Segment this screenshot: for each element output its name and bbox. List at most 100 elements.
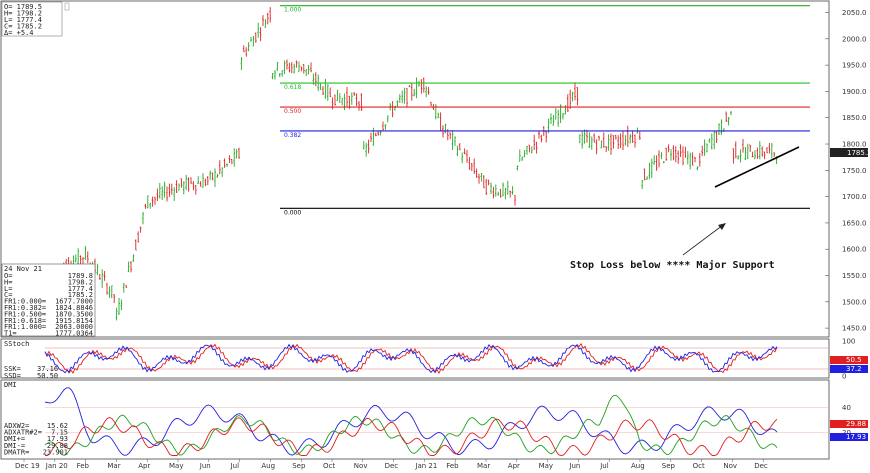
info-row-value: 1777.0364 (55, 330, 93, 338)
x-tick-label: Aug (261, 462, 275, 470)
info-row-value: 1789.8 (68, 272, 93, 280)
x-tick-label: Nov (354, 462, 368, 470)
dmi-row-value: 29.88 (47, 442, 68, 450)
dmi-row-value: 15.62 (47, 422, 68, 430)
info-row-value: 1915.8154 (55, 317, 93, 325)
price-last-label: 1785.2 (847, 149, 870, 157)
x-tick-label: Sep (662, 462, 676, 470)
dmi-row-value: 17.93 (47, 435, 68, 443)
support-trendline (714, 146, 800, 188)
y-tick-label: 1900.0 (842, 88, 867, 96)
y-tick-label: 2000.0 (842, 35, 867, 43)
x-tick-label: Apr (138, 462, 150, 470)
fib-label: 0.382 (284, 132, 301, 139)
header-low: L= 1777.4 (4, 16, 42, 24)
info-row-label: T1= (4, 330, 17, 338)
annotation-text: Stop Loss below **** Major Support (570, 259, 775, 271)
y-tick-label: 1950.0 (842, 62, 867, 70)
annotation-arrow (682, 224, 724, 256)
dmi-badge-plus (830, 433, 868, 441)
dmi-plus-line (44, 394, 778, 456)
price-last-badge (830, 148, 868, 157)
y-tick-label: 1800.0 (842, 141, 867, 149)
stoch-tick-label: 100 (842, 338, 855, 346)
stoch-title: SStoch (4, 340, 29, 348)
x-tick-label: Jun (199, 462, 211, 470)
y-tick-label: 1600.0 (842, 246, 867, 254)
x-tick-label: Apr (508, 462, 520, 470)
stoch-badge-d-text: 50.5 (846, 356, 862, 364)
info-row-label: FR1:0.618= (4, 317, 46, 325)
fib-label: 0.618 (284, 84, 301, 91)
dmi-tick-label: 40 (842, 404, 851, 412)
x-tick-label: Sep (292, 462, 306, 470)
x-tick-label: Dec 19 (15, 462, 40, 470)
dmi-minus-line (45, 417, 778, 456)
fib-label: 0.500 (284, 108, 301, 115)
stoch-badge-k (830, 365, 868, 373)
annotation-arrowhead-icon (718, 223, 726, 230)
x-tick-label: Jul (599, 462, 609, 470)
info-row-label: O= (4, 272, 12, 280)
stoch-d-value: 50.50 (37, 372, 58, 380)
y-tick-label: 2050.0 (842, 9, 867, 17)
x-tick-label: Jan 20 (45, 462, 68, 470)
dmi-title: DMI (4, 381, 17, 389)
info-row-value: 1677.7000 (55, 298, 93, 306)
stoch-k-label: SSK= (4, 365, 21, 373)
x-tick-label: Mar (477, 462, 490, 470)
dmi-badge-minus (830, 420, 868, 428)
dmi-panel (0, 379, 830, 460)
info-row-value: 1870.3500 (55, 310, 93, 318)
y-tick-label: 1700.0 (842, 193, 867, 201)
header-change: Δ= +5.4 (4, 29, 34, 37)
header-marker-icon (64, 2, 70, 11)
info-row-label: L= (4, 285, 12, 293)
x-tick-label: Jun (568, 462, 580, 470)
y-tick-label: 1500.0 (842, 298, 867, 306)
x-tick-label: May (539, 462, 553, 470)
info-row-value: 1798.2 (68, 278, 93, 286)
stoch-tick-label: 0 (842, 373, 846, 381)
y-tick-label: 1650.0 (842, 219, 867, 227)
dmi-row-value: 23.901 (43, 448, 68, 456)
x-tick-label: Oct (693, 462, 705, 470)
info-row-label: FR1:0.382= (4, 304, 46, 312)
y-tick-label: 1550.0 (842, 272, 867, 280)
info-row-value: 1785.2 (68, 291, 93, 299)
dmi-badge-plus-text: 17.93 (846, 433, 866, 441)
x-tick-label: Dec (754, 462, 768, 470)
info-row-label: H= (4, 278, 12, 286)
info-row-value: 1824.8846 (55, 304, 93, 312)
dmi-row-label: DMATR= (4, 448, 29, 456)
y-tick-label: 1450.0 (842, 325, 867, 333)
x-tick-label: Aug (631, 462, 645, 470)
header-close: C= 1785.2 (4, 23, 42, 31)
info-row-value: 1777.4 (68, 285, 93, 293)
y-tick-label: 1850.0 (842, 114, 867, 122)
x-tick-label: Jul (230, 462, 240, 470)
x-tick-label: Feb (77, 462, 90, 470)
x-tick-label: Jan 21 (414, 462, 437, 470)
header-open: O= 1789.5 (4, 3, 42, 11)
dmi-adx-line (44, 387, 778, 456)
y-tick-label: 1750.0 (842, 167, 867, 175)
x-tick-label: May (169, 462, 183, 470)
stoch-panel (0, 338, 830, 379)
dmi-row-label: ADXATR#2= (4, 429, 42, 437)
dmi-row-label: DMI-= (4, 442, 25, 450)
x-tick-label: Nov (723, 462, 737, 470)
x-tick-label: Dec (385, 462, 399, 470)
x-tick-label: Oct (323, 462, 335, 470)
info-row-value: 2063.0000 (55, 323, 93, 331)
stoch-badge-d (830, 356, 868, 364)
info-row-label: C= (4, 291, 12, 299)
stoch-k-value: 37.16 (37, 365, 58, 373)
dmi-row-label: DMI+= (4, 435, 25, 443)
dmi-badge-minus-text: 29.88 (846, 420, 866, 428)
fib-label: 1.000 (284, 7, 301, 14)
dmi-row-label: ADXW2= (4, 422, 29, 430)
info-row-label: FR1:1.000= (4, 323, 46, 331)
stoch-d-line (44, 343, 778, 374)
